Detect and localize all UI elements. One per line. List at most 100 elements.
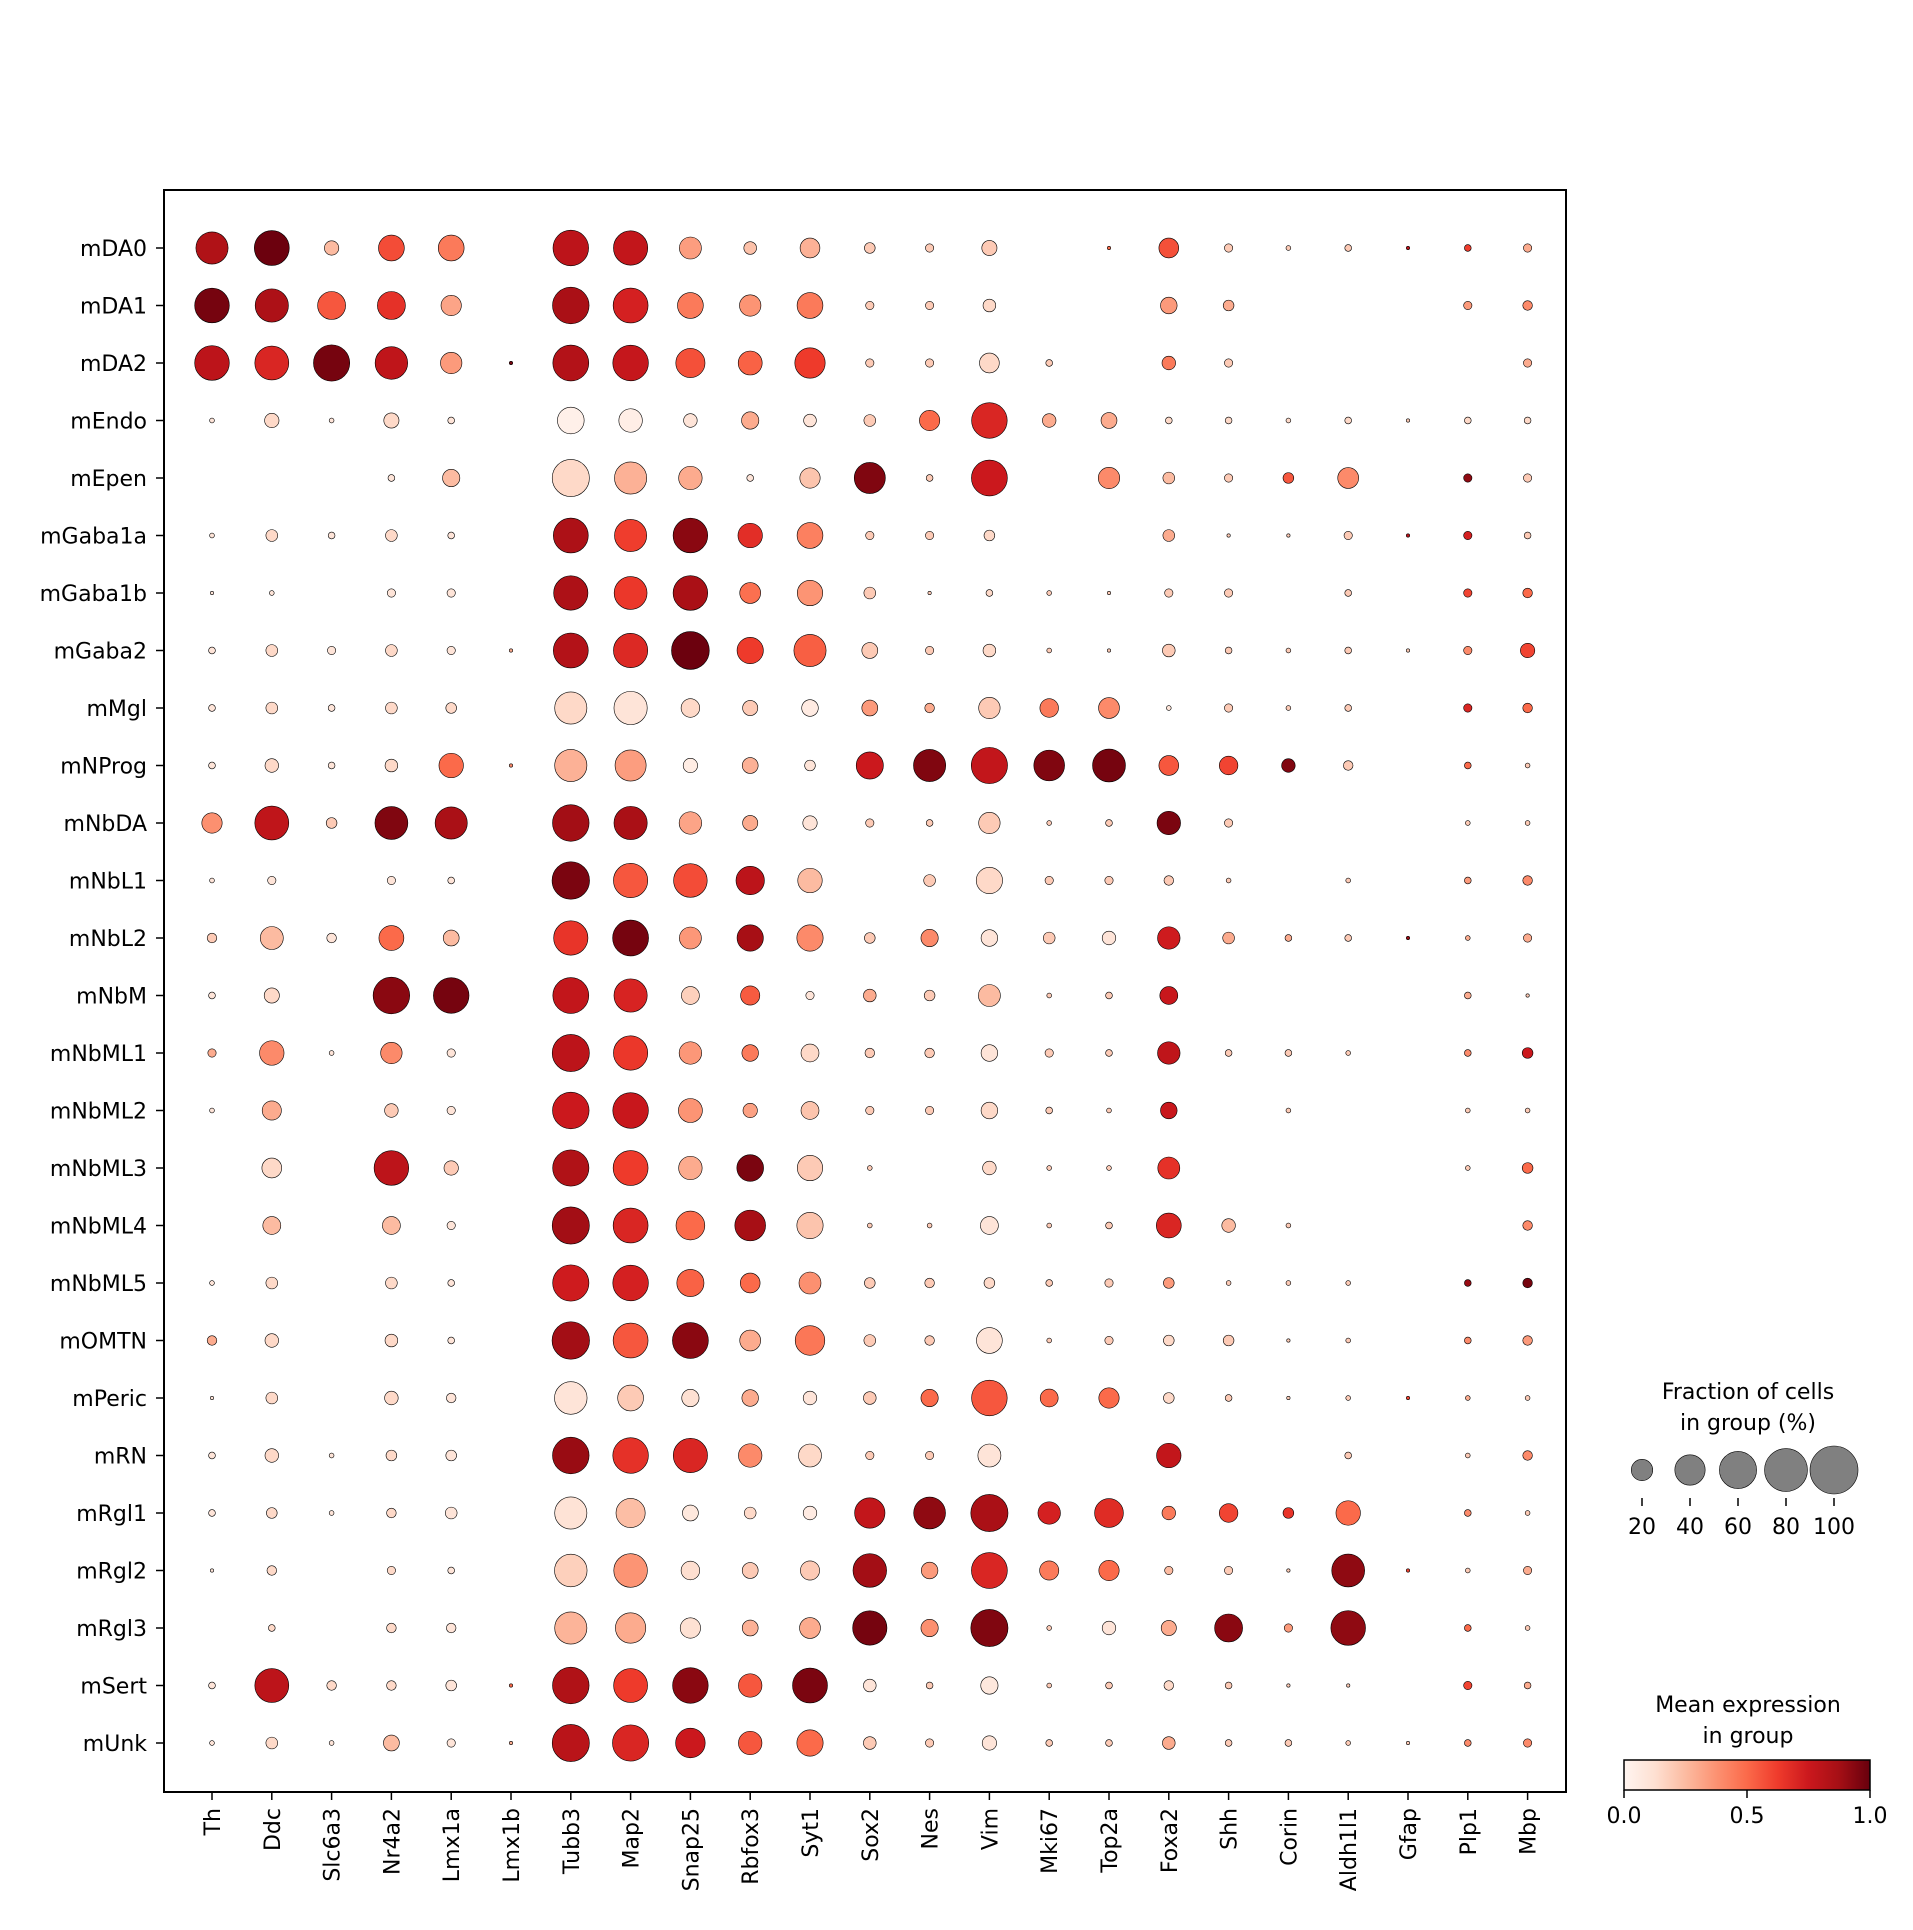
dot-mMgl-Nr4a2 xyxy=(385,701,398,715)
dot-mEndo-Snap25 xyxy=(683,413,698,428)
dot-mUnk-Plp1 xyxy=(1464,1739,1472,1747)
dot-mEpen-Snap25 xyxy=(678,465,703,491)
dot-mPeric-Gfap xyxy=(1406,1396,1411,1401)
dot-mNbM-Nes xyxy=(923,989,936,1002)
dot-mGaba1b-Syt1 xyxy=(796,579,823,606)
gene-label: Snap25 xyxy=(679,1808,704,1891)
dot-mNbL2-Nes xyxy=(920,929,939,947)
dot-mGaba1b-Aldh1l1 xyxy=(1344,589,1352,597)
dot-mRgl2-Snap25 xyxy=(680,1560,701,1581)
dot-mGaba1b-Snap25 xyxy=(672,575,709,611)
dot-mNbDA-Ddc xyxy=(254,805,290,841)
dot-mRgl2-Nr4a2 xyxy=(386,1566,396,1575)
dot-mNbML2-Mbp xyxy=(1524,1107,1531,1114)
dot-mNProg-Foxa2 xyxy=(1158,755,1180,776)
dot-mSert-Map2 xyxy=(613,1668,648,1703)
dot-mDA0-Rbfox3 xyxy=(743,241,757,255)
dot-mEndo-Foxa2 xyxy=(1165,416,1173,425)
dot-mDA0-Nes xyxy=(925,243,935,253)
dot-mGaba2-Corin xyxy=(1285,647,1292,654)
dot-mPeric-Vim xyxy=(971,1379,1008,1417)
dot-mNProg-Syt1 xyxy=(804,759,816,772)
dot-mNbM-Foxa2 xyxy=(1159,986,1179,1005)
gene-labels: Th Ddc Slc6a3 Nr4a2 Lmx1a Lmx1b Tubb3 Map2 Snap2… xyxy=(201,1808,1542,1891)
dot-mNbML2-Sox2 xyxy=(865,1106,875,1115)
dot-mMgl-Shh xyxy=(1224,703,1234,713)
dot-mSert-Top2a xyxy=(1105,1681,1113,1690)
dot-mRgl2-Sox2 xyxy=(852,1553,887,1588)
dot-mPeric-Corin xyxy=(1286,1396,1291,1401)
dot-mUnk-Nes xyxy=(925,1738,935,1748)
dot-mUnk-Corin xyxy=(1284,1739,1293,1747)
dot-mNbL2-Tubb3 xyxy=(553,920,589,956)
dot-mNbML3-Map2 xyxy=(612,1150,649,1186)
dot-mGaba1a-Snap25 xyxy=(672,517,709,554)
dot-mGaba1b-Lmx1a xyxy=(446,588,456,598)
dot-mOMTN-Lmx1a xyxy=(447,1336,455,1345)
dot-mNbML4-Foxa2 xyxy=(1156,1212,1182,1239)
dot-mNbL2-Nr4a2 xyxy=(378,925,405,951)
color-legend: Mean expression in group 0.0 0.5 1.0 xyxy=(1607,1693,1888,1829)
group-label: mNbL1 xyxy=(69,870,147,895)
dot-mUnk-Sox2 xyxy=(863,1736,877,1750)
group-ticks xyxy=(156,247,164,1744)
dot-mUnk-Mki67 xyxy=(1045,1739,1053,1747)
dot-mRgl2-Syt1 xyxy=(800,1560,820,1581)
dot-mEndo-Shh xyxy=(1224,416,1233,425)
group-label: mNProg xyxy=(60,755,147,780)
dot-mUnk-Tubb3 xyxy=(551,1724,590,1762)
dot-mNbML3-Ddc xyxy=(261,1157,282,1179)
dot-mRgl2-Foxa2 xyxy=(1164,1566,1174,1575)
dot-mNbML2-Top2a xyxy=(1106,1107,1112,1114)
dot-mGaba2-Vim xyxy=(982,643,997,658)
gene-label: Vim xyxy=(978,1808,1003,1850)
dot-mNbL1-Plp1 xyxy=(1464,876,1472,885)
gene-label: Nr4a2 xyxy=(380,1808,405,1875)
dot-mNbML1-Ddc xyxy=(259,1040,285,1066)
dot-mUnk-Lmx1a xyxy=(446,1738,456,1748)
dot-mDA2-Tubb3 xyxy=(552,344,590,382)
gene-label: Map2 xyxy=(620,1808,645,1868)
dot-mNProg-Shh xyxy=(1218,755,1239,776)
dot-mDA0-Foxa2 xyxy=(1158,237,1180,259)
dot-mMgl-Aldh1l1 xyxy=(1344,704,1352,712)
dot-mDA0-Nr4a2 xyxy=(378,234,405,262)
dot-mOMTN-Plp1 xyxy=(1464,1336,1472,1345)
dot-mEpen-Vim xyxy=(971,459,1008,497)
dot-mRgl2-Plp1 xyxy=(1465,1567,1471,1574)
group-label: mNbML4 xyxy=(50,1215,147,1240)
dot-mNbL1-Ddc xyxy=(267,876,277,885)
group-label: mGaba2 xyxy=(54,640,147,665)
dot-mNbML1-Vim xyxy=(980,1044,999,1062)
dot-mOMTN-Nes xyxy=(924,1335,935,1346)
dot-mMgl-Tubb3 xyxy=(554,691,588,725)
dot-mNbL1-Nes xyxy=(923,874,936,887)
dot-mRgl3-Vim xyxy=(970,1609,1009,1647)
dot-mPeric-Aldh1l1 xyxy=(1345,1395,1351,1401)
dot-mNbL1-Th xyxy=(209,877,215,884)
dot-mNbL2-Gfap xyxy=(1406,935,1411,940)
dot-mRgl2-Shh xyxy=(1224,1566,1234,1575)
dot-mDA2-Vim xyxy=(979,352,1000,374)
dot-mNbM-Rbfox3 xyxy=(740,985,761,1006)
dot-mRN-Syt1 xyxy=(798,1443,822,1468)
dot-mDA0-Gfap xyxy=(1406,246,1411,251)
gene-label: Corin xyxy=(1277,1808,1302,1866)
dot-mRgl1-Lmx1a xyxy=(445,1506,458,1520)
dot-mNbML4-Rbfox3 xyxy=(734,1209,766,1242)
group-label: mNbM xyxy=(76,985,147,1010)
dot-mGaba1a-Aldh1l1 xyxy=(1343,531,1353,540)
dot-mNProg-Plp1 xyxy=(1464,761,1472,770)
size-legend-tick-label: 60 xyxy=(1724,1515,1752,1540)
dot-mRN-Foxa2 xyxy=(1156,1442,1182,1469)
dot-mOMTN-Ddc xyxy=(264,1333,279,1348)
dot-mNbDA-Foxa2 xyxy=(1156,810,1181,836)
dot-mDA1-Foxa2 xyxy=(1160,296,1178,315)
dot-mNbL2-Top2a xyxy=(1101,930,1117,946)
colorbar xyxy=(1623,1759,1871,1791)
dot-mPeric-Syt1 xyxy=(802,1390,818,1406)
dot-mGaba1a-Sox2 xyxy=(865,531,875,540)
dot-mGaba2-Ddc xyxy=(265,644,278,657)
dot-mGaba1a-Nr4a2 xyxy=(385,529,398,542)
dot-mDA2-Mbp xyxy=(1523,358,1533,368)
